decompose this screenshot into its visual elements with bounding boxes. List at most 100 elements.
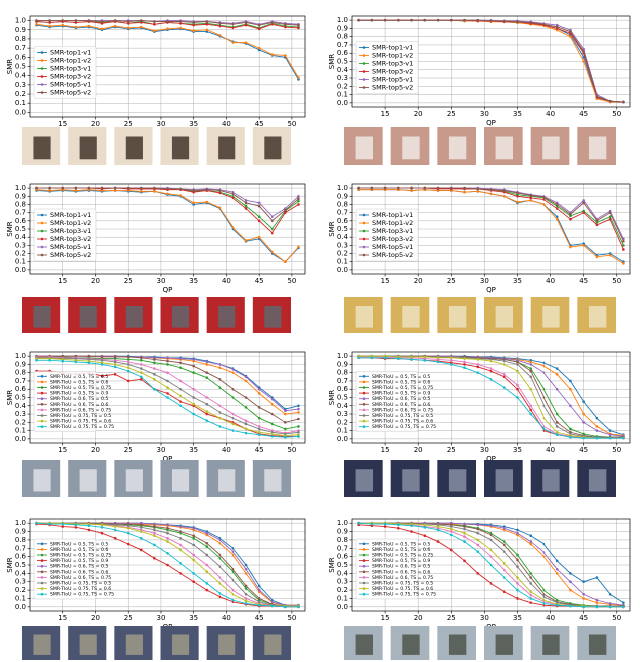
point xyxy=(595,255,599,259)
point xyxy=(218,22,222,25)
point xyxy=(257,392,261,395)
point xyxy=(192,358,195,361)
point xyxy=(463,363,466,366)
point xyxy=(231,368,235,371)
x-axis-label: QP xyxy=(163,286,173,294)
point xyxy=(231,592,235,596)
point xyxy=(516,200,519,204)
legend-label: SMR-TIoU = 0.5, TS = 0.75 xyxy=(50,553,111,559)
thumbnail-detail xyxy=(79,136,97,160)
y-tick-label: 0.8 xyxy=(337,33,348,41)
point xyxy=(126,526,130,530)
point xyxy=(218,378,222,381)
legend-label: SMR-top5-v2 xyxy=(50,89,91,97)
legend-marker xyxy=(362,386,366,389)
legend-marker xyxy=(40,237,44,241)
point xyxy=(231,598,235,602)
point xyxy=(449,525,453,528)
thumbnail-detail xyxy=(355,469,373,492)
point xyxy=(569,580,572,584)
point xyxy=(35,186,38,190)
point xyxy=(166,359,169,363)
y-tick-label: 0.0 xyxy=(15,603,26,611)
y-tick-label: 0.3 xyxy=(15,410,26,418)
point xyxy=(166,187,169,191)
point xyxy=(516,582,519,585)
legend-marker xyxy=(362,375,366,378)
point xyxy=(516,387,519,391)
y-tick-label: 0.8 xyxy=(15,536,26,544)
x-tick-label: 30 xyxy=(480,110,489,118)
point xyxy=(529,387,533,391)
legend-label: SMR-TIoU = 0.5, TS = 0.75 xyxy=(372,553,433,559)
point xyxy=(244,406,248,409)
point xyxy=(218,24,222,28)
y-tick-label: 0.2 xyxy=(337,418,348,426)
y-tick-label: 0.1 xyxy=(15,258,26,266)
point xyxy=(595,425,599,428)
point xyxy=(179,187,182,191)
point xyxy=(140,21,143,24)
y-tick-label: 0.4 xyxy=(15,233,27,241)
point xyxy=(423,526,427,529)
point xyxy=(218,386,222,389)
legend-label: SMR-TIoU = 0.6, TS = 0.5 xyxy=(372,396,430,402)
point xyxy=(569,245,572,249)
thumbnail-detail xyxy=(125,634,143,655)
point xyxy=(205,582,209,585)
point xyxy=(179,394,182,398)
point xyxy=(166,551,169,555)
point xyxy=(423,355,427,359)
point xyxy=(205,28,209,32)
point xyxy=(218,363,222,366)
x-tick-label: 40 xyxy=(546,110,555,118)
point xyxy=(244,199,248,202)
point xyxy=(284,605,287,609)
point xyxy=(502,550,506,553)
x-tick-label: 15 xyxy=(58,277,67,285)
point xyxy=(569,30,572,34)
plot-frame xyxy=(351,351,631,444)
x-tick-label: 20 xyxy=(91,614,100,622)
legend-label: SMR-TIoU = 0.6, TS = 0.5 xyxy=(50,396,108,402)
point xyxy=(140,548,143,552)
y-tick-label: 1.0 xyxy=(337,16,348,24)
point xyxy=(463,186,466,190)
point xyxy=(297,407,300,411)
thumbnail-detail xyxy=(588,306,607,328)
point xyxy=(48,189,51,192)
x-tick-label: 50 xyxy=(287,446,296,454)
point xyxy=(113,373,117,376)
point xyxy=(231,387,235,391)
x-tick-label: 40 xyxy=(222,614,231,622)
point xyxy=(529,590,533,594)
point xyxy=(179,543,182,547)
point xyxy=(74,21,78,24)
legend-label: SMR-TIoU = 0.75, TS = 0.5 xyxy=(50,413,111,419)
point xyxy=(74,186,78,190)
point xyxy=(166,536,169,540)
point xyxy=(397,526,400,530)
point xyxy=(35,358,38,362)
point xyxy=(244,572,248,575)
point xyxy=(542,387,546,391)
thumbnail-detail xyxy=(171,136,190,160)
legend-marker xyxy=(362,581,366,585)
point xyxy=(113,189,117,192)
point xyxy=(608,211,612,214)
point xyxy=(179,572,182,575)
point xyxy=(140,356,143,360)
x-tick-label: 35 xyxy=(189,446,198,454)
x-tick-label: 15 xyxy=(381,446,390,454)
point xyxy=(244,427,248,431)
point xyxy=(476,531,480,535)
point xyxy=(542,425,546,428)
x-tick-label: 20 xyxy=(91,277,100,285)
point xyxy=(192,412,195,416)
point xyxy=(529,540,533,543)
point xyxy=(126,363,130,366)
point xyxy=(476,523,480,527)
point xyxy=(140,523,143,527)
point xyxy=(516,20,519,24)
